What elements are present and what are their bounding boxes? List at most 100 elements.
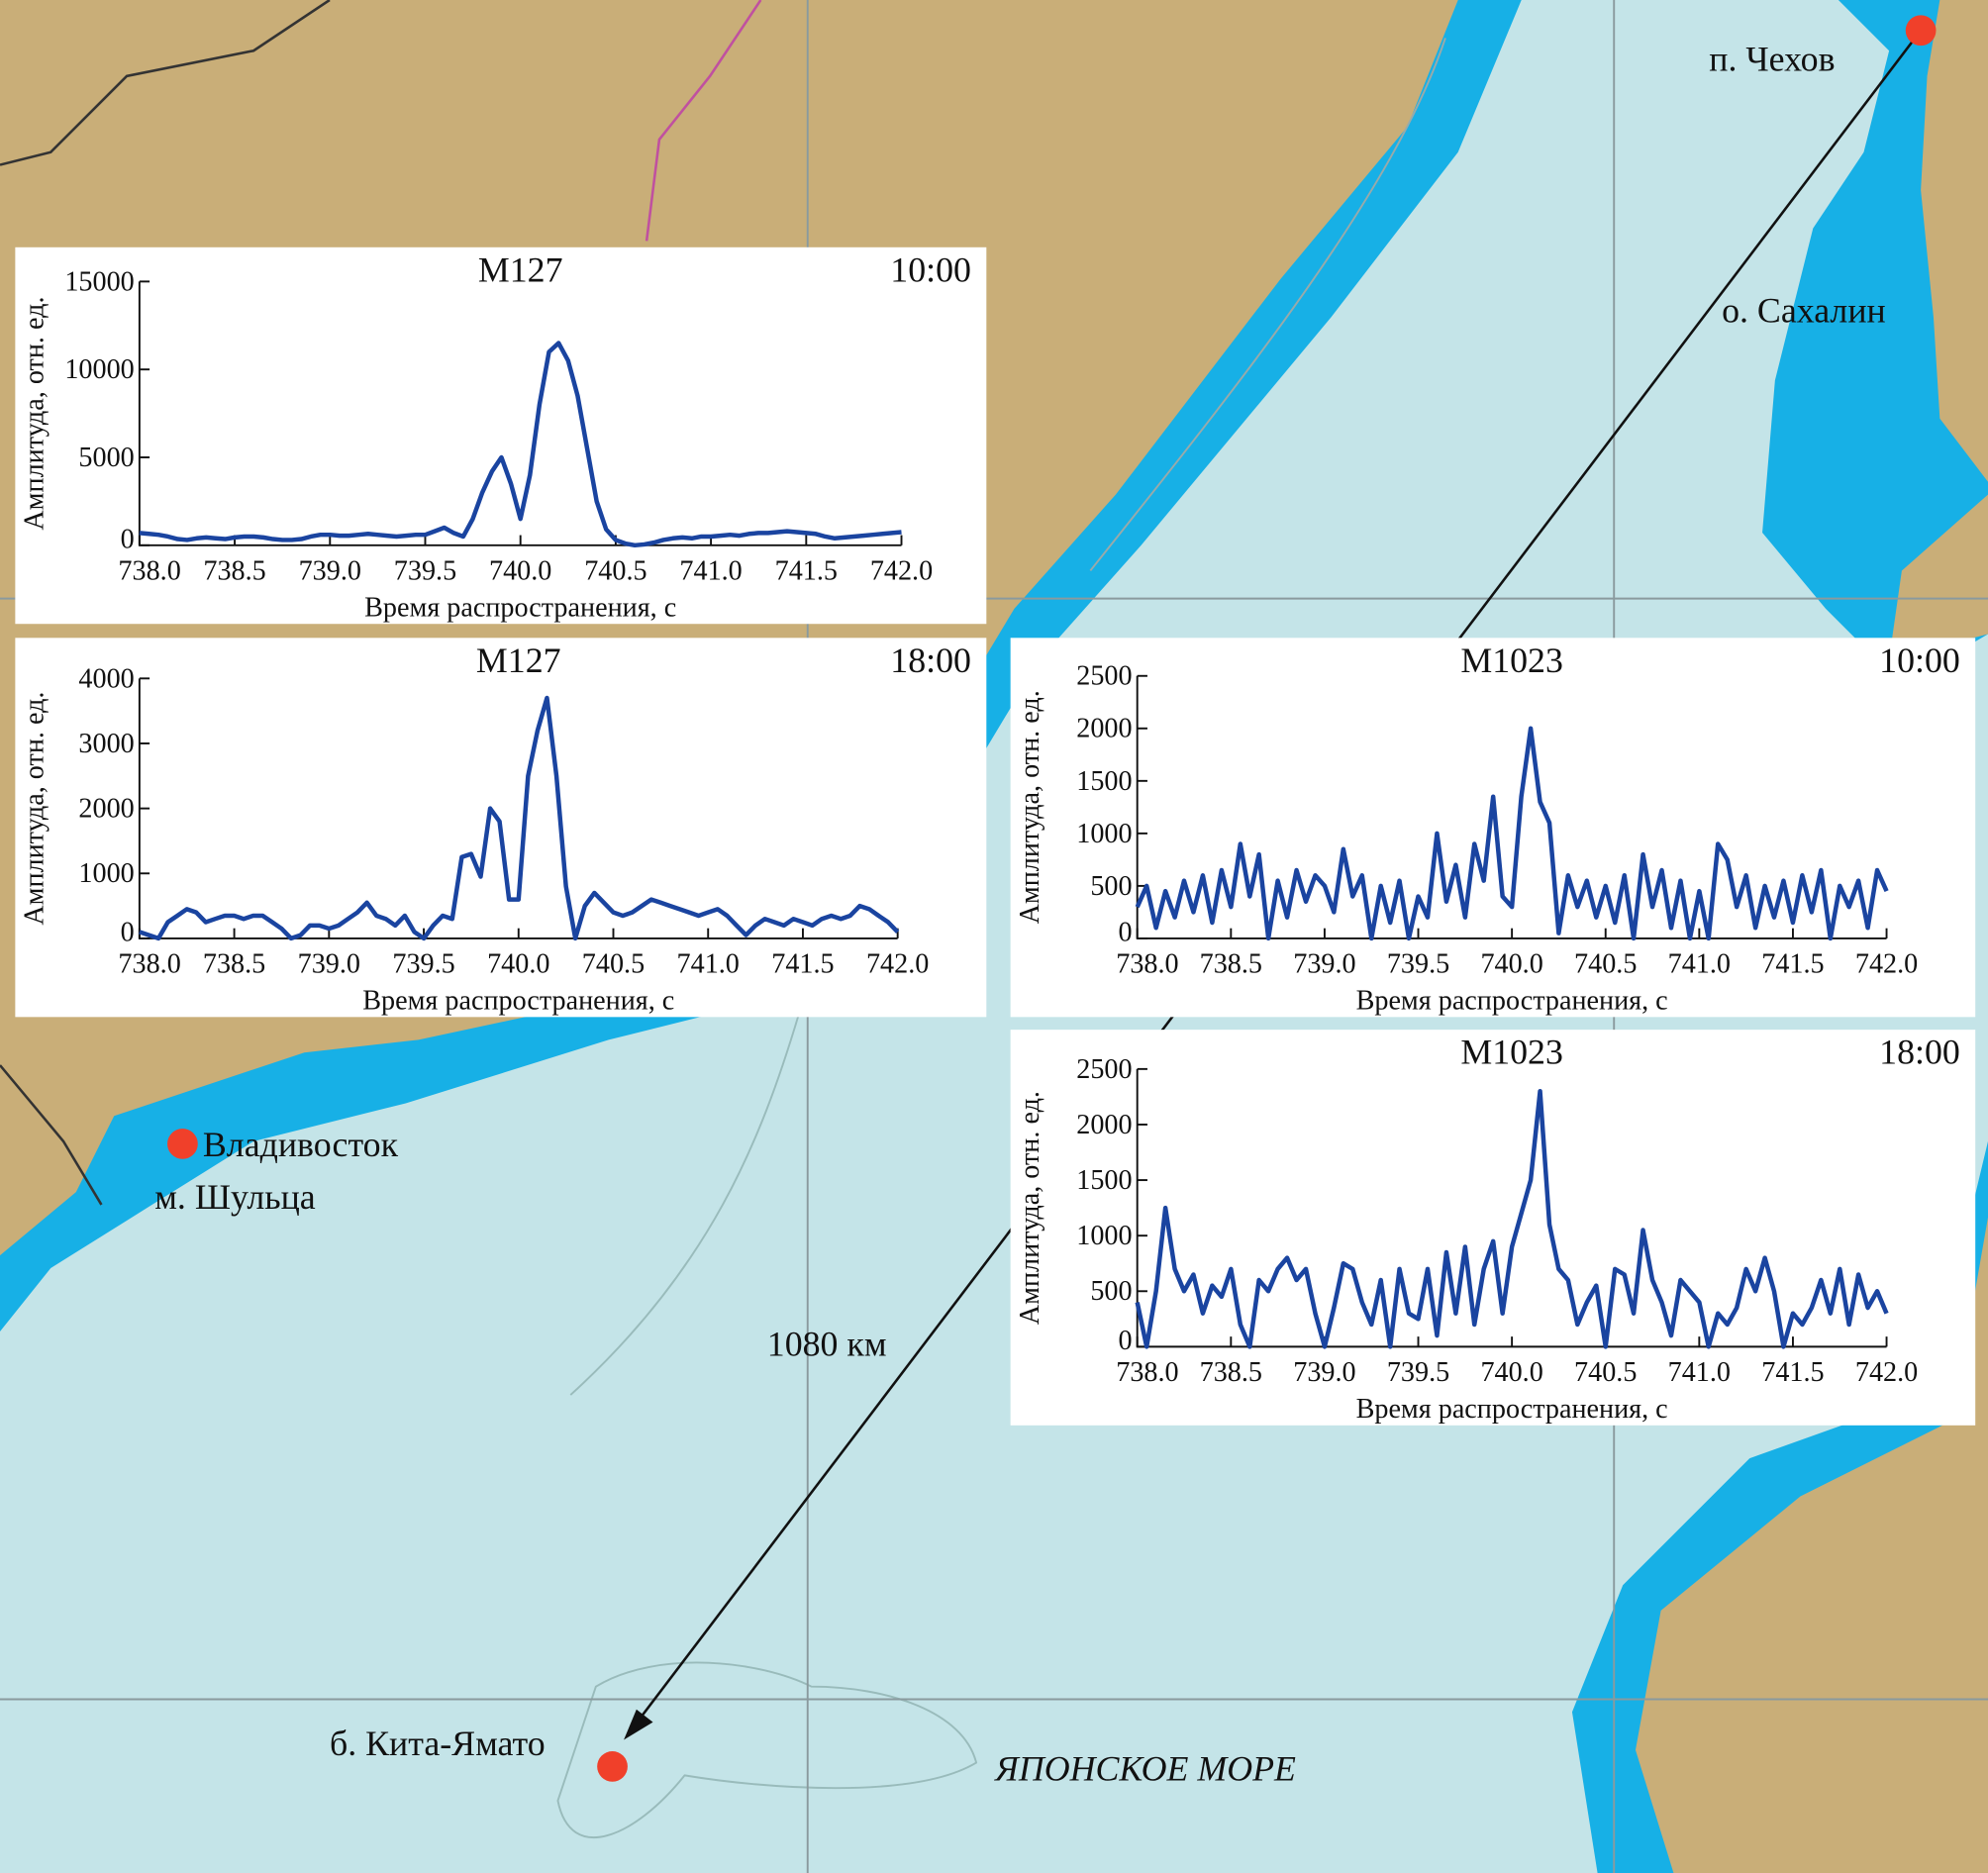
chart-title: M1023 xyxy=(1460,641,1563,680)
y-tick-label: 10000 xyxy=(64,354,134,385)
y-tick-label: 1000 xyxy=(1076,1221,1132,1251)
x-tick-label: 738.5 xyxy=(203,949,265,980)
series-line xyxy=(1135,1089,1889,1349)
sakhalin-land xyxy=(1921,0,1988,482)
y-tick-label: 4000 xyxy=(78,663,134,694)
y-tick-label: 3000 xyxy=(78,729,134,759)
x-tick-label: 741.0 xyxy=(1668,1357,1731,1388)
y-tick-label: 500 xyxy=(1090,1276,1132,1307)
x-axis-label: Время распространения, с xyxy=(1356,1394,1668,1425)
label-shultsa: м. Шульца xyxy=(154,1177,316,1217)
y-axis-label: Амплитуда, отн. ед. xyxy=(20,692,50,926)
x-tick-label: 741.0 xyxy=(677,949,740,980)
x-tick-label: 741.5 xyxy=(1761,949,1824,980)
label-distance: 1080 км xyxy=(767,1324,887,1363)
chart-time: 18:00 xyxy=(890,641,971,680)
x-tick-label: 738.5 xyxy=(1200,949,1262,980)
station-marker-vladivostok xyxy=(167,1129,198,1159)
series-line xyxy=(139,695,900,941)
x-tick-label: 741.5 xyxy=(1761,1357,1824,1388)
x-tick-label: 740.0 xyxy=(1480,949,1542,980)
y-tick-label: 1500 xyxy=(1076,1165,1132,1196)
x-tick-label: 741.0 xyxy=(679,555,742,586)
y-tick-label: 0 xyxy=(121,917,135,947)
x-tick-label: 739.5 xyxy=(1387,1357,1449,1388)
chart-time: 10:00 xyxy=(890,249,971,289)
arrowhead-icon xyxy=(624,1709,653,1740)
y-tick-label: 2000 xyxy=(1076,1110,1132,1140)
x-tick-label: 739.5 xyxy=(1387,949,1449,980)
y-tick-label: 2000 xyxy=(78,794,134,825)
chart-panel-m1023-1800: 738.0 738.5 739.0 739.5 740.0 740.5 741.0 741.5… xyxy=(1010,1030,1976,1426)
x-tick-label: 740.0 xyxy=(1480,1357,1542,1388)
y-tick-label: 2500 xyxy=(1076,1054,1132,1085)
x-tick-label: 738.0 xyxy=(1116,949,1178,980)
x-tick-label: 740.0 xyxy=(489,555,551,586)
label-sakhalin: о. Сахалин xyxy=(1722,290,1886,330)
x-tick-label: 740.5 xyxy=(584,555,646,586)
chart-panel-m127-1800: 738.0 738.5 739.0 739.5 740.0 740.5 741.0 741.5… xyxy=(15,638,987,1018)
y-tick-label: 2500 xyxy=(1076,661,1132,692)
label-chekhov: п. Чехов xyxy=(1709,40,1835,79)
y-axis-label: Амплитуда, отн. ед. xyxy=(20,297,50,531)
x-tick-label: 739.0 xyxy=(1293,949,1355,980)
x-tick-label: 741.0 xyxy=(1668,949,1731,980)
y-tick-label: 2000 xyxy=(1076,714,1132,744)
x-tick-label: 742.0 xyxy=(870,555,933,586)
chart-time: 10:00 xyxy=(1879,641,1960,680)
chart-panel-m127-1000: 738.0 738.5 739.0 739.5 740.0 740.5 741.0 741.5… xyxy=(15,246,987,625)
label-vladivostok: Владивосток xyxy=(203,1125,399,1164)
chart-background xyxy=(1010,1030,1976,1426)
x-tick-label: 742.0 xyxy=(1855,949,1918,980)
japan-land xyxy=(1635,1217,1988,1873)
y-tick-label: 5000 xyxy=(78,443,134,473)
x-tick-label: 738.0 xyxy=(118,555,180,586)
y-tick-label: 0 xyxy=(1119,1326,1133,1356)
chart-panels: 738.0 738.5 739.0 739.5 740.0 740.5 741.0 741.5… xyxy=(15,246,1976,1426)
sakhalin-south-land xyxy=(1889,494,1988,660)
chart-title: M127 xyxy=(478,249,563,289)
y-tick-label: 15000 xyxy=(64,266,134,297)
x-tick-label: 740.5 xyxy=(1574,1357,1637,1388)
y-tick-label: 0 xyxy=(1119,917,1133,947)
y-tick-label: 0 xyxy=(121,524,135,554)
chart-panel-m1023-1000: 738.0 738.5 739.0 739.5 740.0 740.5 741.0 741.5… xyxy=(1010,638,1976,1018)
x-axis-label: Время распространения, с xyxy=(1356,986,1668,1017)
chart-title: M127 xyxy=(476,641,561,680)
chart-title: M1023 xyxy=(1460,1033,1563,1072)
station-marker-chekhov xyxy=(1905,15,1937,47)
series-line xyxy=(1135,726,1889,941)
x-tick-label: 741.5 xyxy=(775,555,838,586)
x-tick-label: 738.0 xyxy=(118,949,180,980)
x-tick-label: 739.0 xyxy=(1293,1357,1355,1388)
x-tick-label: 738.0 xyxy=(1116,1357,1178,1388)
x-axis-label: Время распространения, с xyxy=(364,593,676,624)
y-tick-label: 500 xyxy=(1090,871,1132,902)
x-tick-label: 739.5 xyxy=(394,555,456,586)
y-axis-label: Амплитуда, отн. ед. xyxy=(1015,1091,1045,1325)
x-tick-label: 742.0 xyxy=(866,949,929,980)
chart-time: 18:00 xyxy=(1879,1033,1960,1072)
y-axis-label: Амплитуда, отн. ед. xyxy=(1015,690,1045,924)
x-tick-label: 742.0 xyxy=(1855,1357,1918,1388)
x-tick-label: 741.5 xyxy=(771,949,834,980)
label-sea: ЯПОНСКОЕ МОРЕ xyxy=(993,1748,1296,1788)
station-marker-kita-yamato xyxy=(597,1751,628,1782)
series-line xyxy=(139,341,902,548)
x-tick-label: 740.5 xyxy=(1574,949,1637,980)
x-tick-label: 740.0 xyxy=(487,949,549,980)
x-tick-label: 739.5 xyxy=(392,949,454,980)
x-tick-label: 740.5 xyxy=(582,949,645,980)
chart-background xyxy=(15,246,987,625)
x-tick-label: 738.5 xyxy=(1200,1357,1262,1388)
y-tick-label: 1000 xyxy=(1076,819,1132,849)
x-axis-label: Время распространения, с xyxy=(362,986,674,1017)
label-kita-yamato: б. Кита-Ямато xyxy=(330,1724,546,1763)
x-tick-label: 739.0 xyxy=(299,555,361,586)
x-tick-label: 739.0 xyxy=(298,949,360,980)
chart-background xyxy=(1010,638,1976,1018)
x-tick-label: 738.5 xyxy=(203,555,265,586)
y-tick-label: 1500 xyxy=(1076,766,1132,797)
y-tick-label: 1000 xyxy=(78,858,134,889)
